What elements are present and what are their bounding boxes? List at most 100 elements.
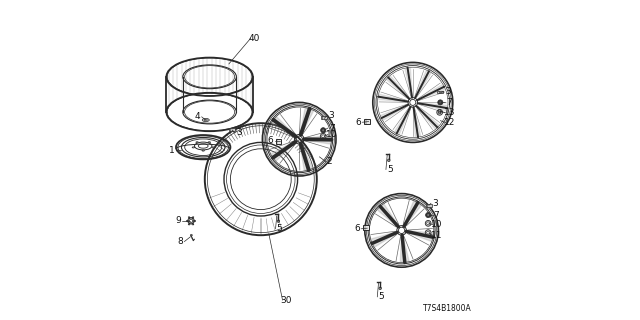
Polygon shape: [300, 108, 309, 134]
Polygon shape: [419, 103, 447, 108]
Bar: [321, 116, 327, 119]
Circle shape: [427, 222, 429, 225]
Circle shape: [437, 109, 443, 115]
Text: 5: 5: [276, 224, 282, 233]
Circle shape: [438, 100, 443, 105]
Polygon shape: [273, 143, 295, 161]
Circle shape: [439, 101, 442, 104]
Polygon shape: [379, 94, 408, 101]
Polygon shape: [402, 236, 409, 262]
Polygon shape: [404, 201, 417, 225]
Circle shape: [438, 110, 442, 113]
Ellipse shape: [208, 142, 211, 143]
Circle shape: [277, 220, 280, 222]
Circle shape: [427, 231, 429, 234]
Polygon shape: [301, 145, 313, 169]
Polygon shape: [397, 108, 411, 134]
Text: 3: 3: [445, 87, 451, 96]
Polygon shape: [418, 103, 447, 111]
Circle shape: [321, 133, 326, 139]
Circle shape: [191, 234, 193, 236]
Text: 2: 2: [327, 157, 332, 166]
Polygon shape: [408, 68, 412, 97]
Bar: [426, 204, 431, 207]
Circle shape: [321, 128, 326, 133]
Circle shape: [426, 212, 431, 218]
Circle shape: [322, 129, 324, 132]
Text: 1: 1: [170, 146, 175, 155]
Polygon shape: [371, 232, 396, 243]
Bar: [438, 91, 443, 93]
Text: 7: 7: [434, 211, 439, 220]
Text: 13: 13: [444, 108, 455, 117]
Text: 6: 6: [268, 136, 273, 145]
Circle shape: [188, 218, 195, 224]
Ellipse shape: [196, 142, 198, 143]
Polygon shape: [372, 233, 397, 247]
Text: 11: 11: [431, 231, 442, 240]
Text: 7: 7: [447, 98, 452, 107]
Polygon shape: [301, 109, 314, 134]
Polygon shape: [271, 120, 294, 136]
Polygon shape: [387, 78, 409, 99]
Text: 5: 5: [387, 165, 392, 174]
Polygon shape: [378, 207, 397, 227]
Circle shape: [425, 220, 431, 226]
Polygon shape: [381, 204, 398, 226]
Text: 4: 4: [195, 112, 200, 121]
Text: 3: 3: [236, 128, 242, 137]
Polygon shape: [417, 106, 439, 127]
Circle shape: [189, 219, 193, 222]
Bar: [275, 139, 282, 144]
Circle shape: [322, 135, 324, 138]
Polygon shape: [381, 105, 408, 118]
Polygon shape: [418, 87, 445, 100]
Text: T7S4B1800A: T7S4B1800A: [423, 304, 472, 313]
Ellipse shape: [202, 118, 209, 122]
Polygon shape: [378, 97, 407, 102]
Polygon shape: [300, 145, 308, 171]
Text: 7: 7: [329, 124, 335, 132]
Ellipse shape: [192, 147, 195, 148]
Polygon shape: [404, 203, 421, 226]
Polygon shape: [271, 142, 294, 157]
Polygon shape: [401, 236, 404, 262]
Polygon shape: [388, 76, 409, 99]
Text: 8: 8: [178, 237, 183, 246]
Polygon shape: [415, 72, 431, 98]
Ellipse shape: [212, 147, 214, 148]
Text: 6: 6: [355, 224, 360, 233]
Polygon shape: [417, 106, 437, 129]
Text: 6: 6: [356, 118, 361, 127]
Polygon shape: [417, 84, 444, 100]
Polygon shape: [274, 117, 295, 136]
Text: 10: 10: [431, 220, 442, 229]
Polygon shape: [395, 107, 410, 133]
Circle shape: [425, 230, 431, 236]
Polygon shape: [415, 71, 429, 97]
Polygon shape: [382, 105, 408, 120]
Text: 12: 12: [444, 118, 455, 127]
Text: 9: 9: [175, 216, 181, 225]
Text: 30: 30: [281, 296, 292, 305]
Circle shape: [379, 287, 381, 290]
Text: 10: 10: [326, 130, 337, 139]
Polygon shape: [305, 139, 331, 144]
Text: 3: 3: [432, 199, 438, 208]
Text: 5: 5: [378, 292, 384, 301]
Ellipse shape: [204, 119, 207, 121]
Polygon shape: [413, 108, 418, 137]
Text: 40: 40: [249, 34, 260, 43]
Circle shape: [438, 111, 441, 114]
Bar: [229, 128, 235, 131]
Polygon shape: [413, 108, 420, 136]
Circle shape: [427, 214, 429, 216]
Bar: [365, 119, 370, 124]
Polygon shape: [405, 68, 412, 97]
Polygon shape: [305, 135, 331, 140]
Polygon shape: [407, 232, 433, 241]
Bar: [364, 225, 369, 230]
Text: 3: 3: [328, 111, 333, 120]
Polygon shape: [407, 231, 433, 237]
Circle shape: [388, 159, 390, 162]
